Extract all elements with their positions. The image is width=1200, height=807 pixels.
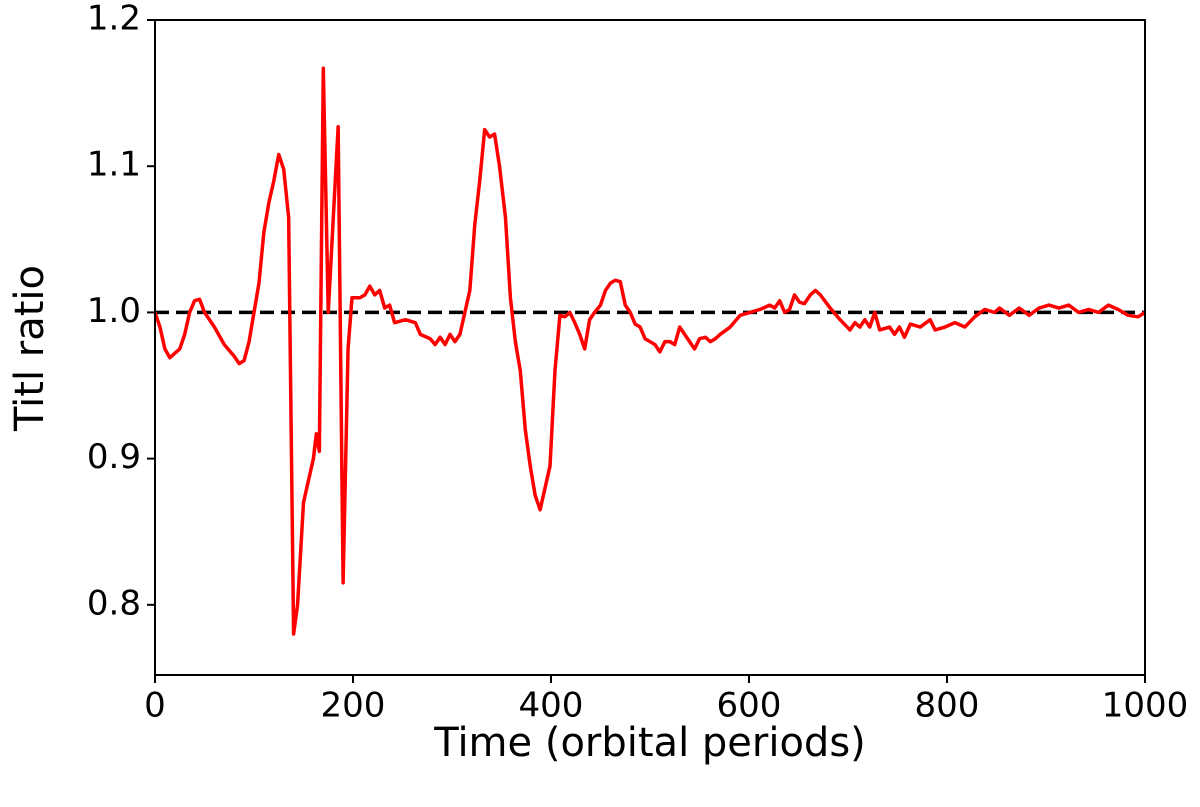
y-tick-label: 0.8: [87, 583, 141, 623]
y-axis-label: Titl ratio: [7, 265, 53, 432]
y-tick-label: 0.9: [87, 437, 141, 477]
x-tick-label: 600: [717, 686, 782, 726]
plot-frame: [154, 19, 1146, 676]
data-line: [153, 66, 1146, 636]
x-tick-label: 200: [321, 686, 386, 726]
x-tick-label: 400: [519, 686, 584, 726]
y-tick-label: 1.2: [87, 0, 141, 39]
x-tick-label: 1000: [1102, 686, 1189, 726]
y-tick-label: 1.0: [87, 291, 141, 331]
x-tick-label: 800: [915, 686, 980, 726]
x-axis-label: Time (orbital periods): [433, 720, 866, 766]
x-tick-label: 0: [144, 686, 166, 726]
y-tick-label: 1.1: [87, 145, 141, 185]
